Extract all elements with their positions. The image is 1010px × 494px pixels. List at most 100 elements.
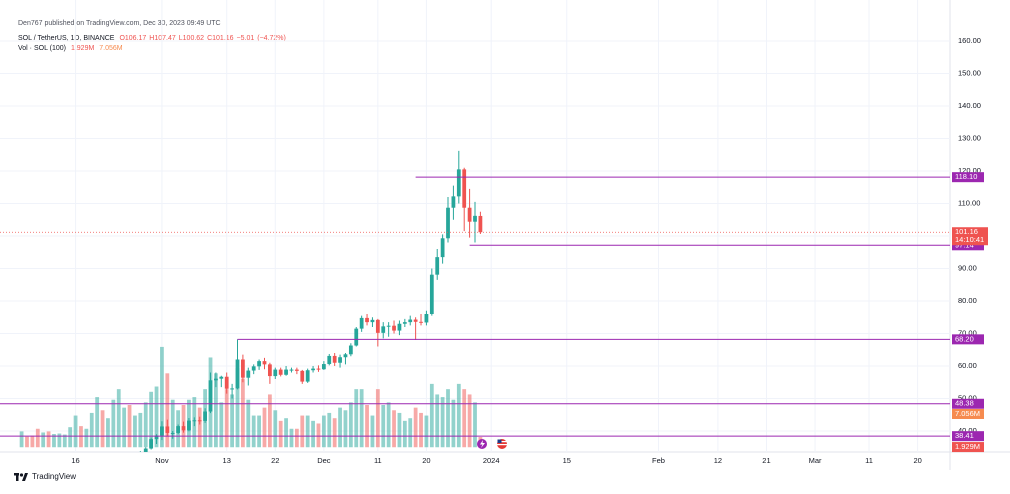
candle-body xyxy=(101,466,105,467)
symbol: SOL / TetherUS, 1D, BINANCE xyxy=(18,35,115,42)
x-tick-label: Nov xyxy=(155,456,169,465)
candle-body xyxy=(149,439,154,449)
volume-bar xyxy=(106,418,110,448)
y-tick-label: 70.00 xyxy=(958,328,977,337)
candle-body xyxy=(278,369,283,375)
footer: TradingView xyxy=(14,472,76,481)
x-tick-label: Dec xyxy=(317,456,331,465)
legend-value: L100.62 xyxy=(178,35,205,42)
event-icons xyxy=(477,439,507,449)
candle-body xyxy=(311,368,315,371)
volume-bar xyxy=(354,389,359,448)
volume-bar xyxy=(30,435,35,448)
volume-bar xyxy=(246,399,251,448)
candle-body xyxy=(128,456,132,459)
volume-bar xyxy=(138,412,143,448)
candle-body xyxy=(354,328,359,346)
level-label: 48.38 xyxy=(955,399,974,408)
volume-last-tag xyxy=(952,442,984,453)
candle-body xyxy=(235,359,240,389)
level-label: 68.20 xyxy=(955,334,974,343)
price-tag xyxy=(952,227,988,246)
candle-body xyxy=(106,465,110,466)
volume-bar xyxy=(79,426,83,448)
candle-body xyxy=(419,321,423,323)
volume-bar xyxy=(451,399,456,448)
volume-bar xyxy=(46,431,51,448)
candle-body xyxy=(478,215,483,233)
level-tag xyxy=(952,172,984,183)
x-tick-label: 15 xyxy=(563,456,571,465)
candle-body xyxy=(408,319,413,323)
volume-bar xyxy=(111,399,116,448)
candle-body xyxy=(289,369,294,371)
volume-bar xyxy=(52,434,56,448)
volume-bar xyxy=(440,397,445,448)
candle-body xyxy=(397,323,402,331)
axes: 40.0050.0060.0070.0080.0090.00100.00110.… xyxy=(71,36,988,465)
volume-bar xyxy=(154,386,159,448)
y-tick-label: 130.00 xyxy=(958,133,981,142)
candle-body xyxy=(284,369,288,375)
volume-bar xyxy=(73,415,78,448)
candle-body xyxy=(219,376,224,379)
volume-bar xyxy=(316,423,321,448)
volume-bar xyxy=(57,433,62,448)
candle-body xyxy=(462,169,467,208)
candle-body xyxy=(246,370,251,378)
candle-body xyxy=(451,196,456,208)
volume-bar xyxy=(116,389,121,448)
y-tick-label: 120.00 xyxy=(958,166,981,175)
level-tag xyxy=(952,240,984,251)
x-tick-label: 2024 xyxy=(483,456,500,465)
candle-body xyxy=(160,426,164,436)
candle-body xyxy=(241,359,245,378)
candle-body xyxy=(446,207,450,239)
candle-body xyxy=(343,354,348,358)
y-tick-label: 160.00 xyxy=(958,36,981,45)
symbol-legend: SOL / TetherUS, 1D, BINANCE O106.17 H107.… xyxy=(18,35,289,42)
event-icon-bolt xyxy=(480,440,485,448)
flag-stripe xyxy=(497,444,507,446)
y-tick-label: 110.00 xyxy=(958,198,980,207)
volume-bar xyxy=(122,407,127,448)
volume-bar xyxy=(219,402,224,448)
volume-bar xyxy=(230,394,234,448)
candle-body xyxy=(332,355,337,363)
x-tick-label: 22 xyxy=(271,456,279,465)
candle-body xyxy=(413,319,418,322)
candle-body xyxy=(224,376,229,389)
volume-bar xyxy=(424,415,429,448)
logo xyxy=(14,472,28,481)
volume-bar xyxy=(84,428,89,448)
volume-bar xyxy=(35,428,40,448)
volume-bar xyxy=(278,420,283,448)
volume-bar xyxy=(149,391,154,448)
volume-bar xyxy=(327,412,332,448)
volume-bar xyxy=(305,415,310,448)
volume-bar xyxy=(294,428,299,448)
candle-body xyxy=(154,435,159,440)
candle-body xyxy=(424,314,429,323)
volume-bar xyxy=(397,412,402,448)
candle-body xyxy=(273,369,278,377)
volume-bar xyxy=(359,389,364,448)
volume-last: 1.929M xyxy=(70,45,95,52)
candle-body xyxy=(440,238,445,258)
x-tick-label: 16 xyxy=(71,456,79,465)
candle-body xyxy=(386,325,391,327)
volume-bar xyxy=(19,431,24,448)
volume-bar xyxy=(160,346,164,448)
candle-body xyxy=(170,432,175,434)
level-tag xyxy=(952,431,984,442)
legend-value: H107.47 xyxy=(149,35,176,42)
candle-body xyxy=(300,370,305,382)
level-tag xyxy=(952,398,984,409)
candle-body xyxy=(316,368,321,370)
volume-bar xyxy=(197,407,202,448)
volume-bar xyxy=(68,427,73,448)
volume-bar xyxy=(348,402,353,448)
volume-bar xyxy=(311,420,315,448)
footer-brand: TradingView xyxy=(32,472,77,481)
volume-bar xyxy=(284,418,288,448)
